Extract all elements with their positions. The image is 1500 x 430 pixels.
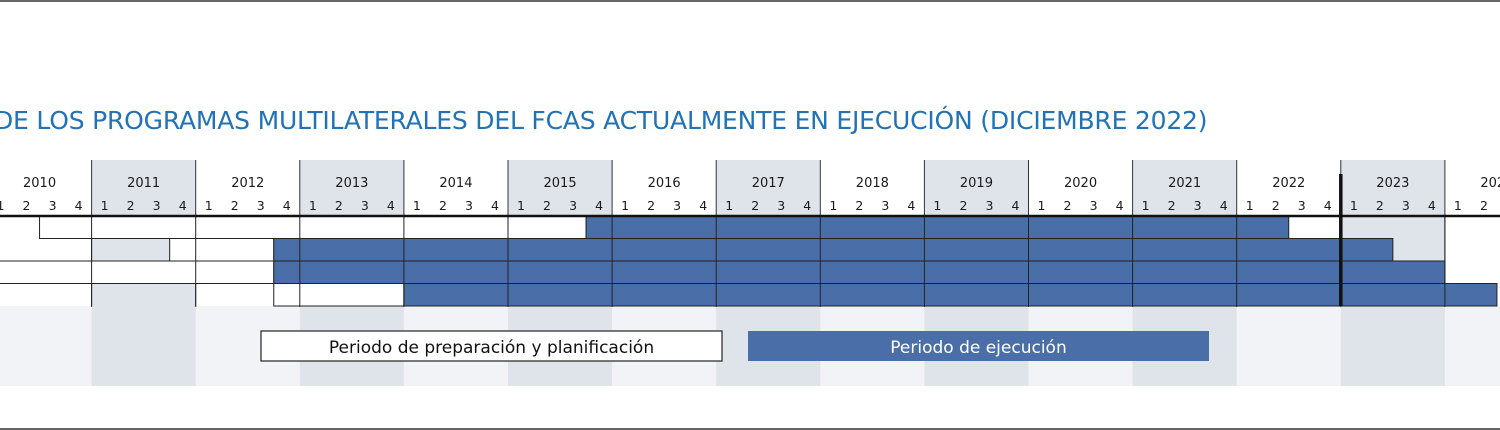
quarter-label: 1 bbox=[413, 198, 421, 213]
quarter-label: 3 bbox=[569, 198, 577, 213]
quarter-label: 3 bbox=[153, 198, 161, 213]
quarter-label: 4 bbox=[907, 198, 915, 213]
year-label-2017: 2017 bbox=[752, 176, 785, 191]
quarter-label: 4 bbox=[1220, 198, 1228, 213]
quarter-label: 2 bbox=[231, 198, 239, 213]
quarter-label: 3 bbox=[257, 198, 265, 213]
year-label-2022: 2022 bbox=[1272, 176, 1305, 191]
quarter-label: 1 bbox=[1454, 198, 1462, 213]
quarter-label: 2 bbox=[439, 198, 447, 213]
quarter-label: 4 bbox=[1324, 198, 1332, 213]
quarter-label: 4 bbox=[387, 198, 395, 213]
legend-preparation-swatch bbox=[260, 330, 723, 362]
execution-bar bbox=[273, 238, 1394, 262]
quarter-label: 2 bbox=[23, 198, 31, 213]
quarter-label: 1 bbox=[829, 198, 837, 213]
quarter-label: 2 bbox=[959, 198, 967, 213]
chart-title: DE LOS PROGRAMAS MULTILATERALES DEL FCAS… bbox=[0, 106, 1208, 135]
quarter-label: 4 bbox=[179, 198, 187, 213]
year-label-2020: 2020 bbox=[1064, 176, 1097, 191]
quarter-label: 4 bbox=[1428, 198, 1436, 213]
quarter-label: 1 bbox=[205, 198, 213, 213]
quarter-label: 4 bbox=[283, 198, 291, 213]
quarter-label: 1 bbox=[1350, 198, 1358, 213]
quarter-label: 3 bbox=[465, 198, 473, 213]
preparation-bar bbox=[0, 260, 275, 284]
legend-execution-label: Periodo de ejecución bbox=[890, 338, 1066, 358]
year-label-2013: 2013 bbox=[335, 176, 368, 191]
year-label-2010: 2010 bbox=[23, 176, 56, 191]
preparation-bar bbox=[169, 238, 275, 262]
quarter-label: 2 bbox=[855, 198, 863, 213]
quarter-label: 2 bbox=[751, 198, 759, 213]
quarter-label: 1 bbox=[1142, 198, 1150, 213]
year-label-2014: 2014 bbox=[439, 176, 472, 191]
quarter-label: 3 bbox=[673, 198, 681, 213]
quarter-label: 4 bbox=[595, 198, 603, 213]
quarter-label: 1 bbox=[1246, 198, 1254, 213]
year-label-2012: 2012 bbox=[231, 176, 264, 191]
quarter-label: 2 bbox=[1480, 198, 1488, 213]
quarter-label: 1 bbox=[933, 198, 941, 213]
year-label-2021: 2021 bbox=[1168, 176, 1201, 191]
year-label-2016: 2016 bbox=[648, 176, 681, 191]
year-label-2018: 2018 bbox=[856, 176, 889, 191]
quarter-label: 3 bbox=[777, 198, 785, 213]
preparation-bar bbox=[39, 215, 587, 239]
quarter-label: 2 bbox=[543, 198, 551, 213]
quarter-label: 4 bbox=[803, 198, 811, 213]
quarter-label: 1 bbox=[0, 198, 4, 213]
quarter-label: 1 bbox=[621, 198, 629, 213]
legend-preparation-label: Periodo de preparación y planificación bbox=[329, 338, 654, 358]
quarter-label: 2 bbox=[1376, 198, 1384, 213]
quarter-label: 4 bbox=[1012, 198, 1020, 213]
quarter-label: 1 bbox=[725, 198, 733, 213]
quarter-label: 3 bbox=[985, 198, 993, 213]
quarter-label: 4 bbox=[1116, 198, 1124, 213]
year-label-2011: 2011 bbox=[127, 176, 160, 191]
quarter-label: 3 bbox=[1402, 198, 1410, 213]
quarter-label: 1 bbox=[517, 198, 525, 213]
year-label-2023: 2023 bbox=[1376, 176, 1409, 191]
quarter-label: 3 bbox=[1298, 198, 1306, 213]
execution-bar bbox=[273, 260, 1446, 284]
quarter-label: 4 bbox=[491, 198, 499, 213]
quarter-label: 3 bbox=[881, 198, 889, 213]
execution-bar bbox=[585, 215, 1290, 239]
year-label-2024: 2024 bbox=[1480, 176, 1500, 191]
quarter-label: 2 bbox=[1272, 198, 1280, 213]
execution-bar bbox=[403, 283, 1498, 307]
quarter-label: 3 bbox=[1194, 198, 1202, 213]
quarter-label: 2 bbox=[335, 198, 343, 213]
quarter-label: 4 bbox=[699, 198, 707, 213]
quarter-label: 2 bbox=[647, 198, 655, 213]
quarter-label: 3 bbox=[1090, 198, 1098, 213]
quarter-label: 1 bbox=[1038, 198, 1046, 213]
quarter-label: 2 bbox=[1168, 198, 1176, 213]
quarter-label: 2 bbox=[127, 198, 135, 213]
preparation-bar bbox=[273, 283, 405, 307]
quarter-label: 4 bbox=[75, 198, 83, 213]
quarter-label: 1 bbox=[309, 198, 317, 213]
quarter-label: 2 bbox=[1064, 198, 1072, 213]
quarter-label: 3 bbox=[49, 198, 57, 213]
quarter-label: 3 bbox=[361, 198, 369, 213]
quarter-label: 1 bbox=[101, 198, 109, 213]
year-label-2015: 2015 bbox=[544, 176, 577, 191]
legend-execution-swatch bbox=[748, 331, 1209, 361]
year-label-2019: 2019 bbox=[960, 176, 993, 191]
